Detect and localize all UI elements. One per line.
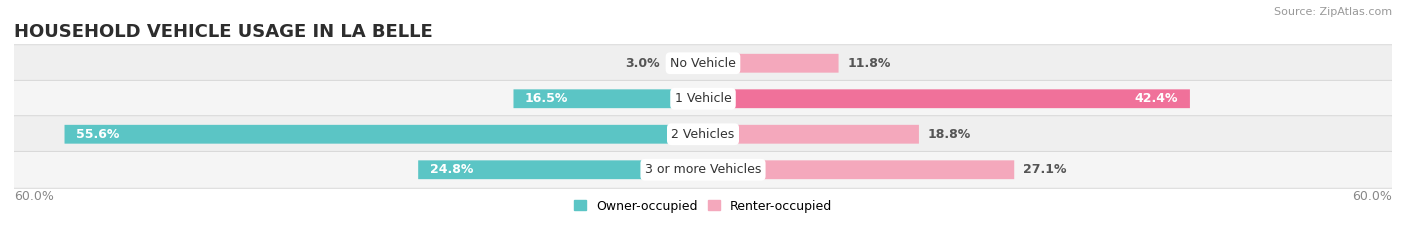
FancyBboxPatch shape xyxy=(14,151,1392,188)
FancyBboxPatch shape xyxy=(703,89,1189,108)
Text: 11.8%: 11.8% xyxy=(848,57,891,70)
Text: HOUSEHOLD VEHICLE USAGE IN LA BELLE: HOUSEHOLD VEHICLE USAGE IN LA BELLE xyxy=(14,23,433,41)
Text: 2 Vehicles: 2 Vehicles xyxy=(672,128,734,141)
Text: No Vehicle: No Vehicle xyxy=(671,57,735,70)
Text: 24.8%: 24.8% xyxy=(430,163,472,176)
Text: 3 or more Vehicles: 3 or more Vehicles xyxy=(645,163,761,176)
Text: 18.8%: 18.8% xyxy=(928,128,972,141)
Text: 27.1%: 27.1% xyxy=(1024,163,1067,176)
Text: 1 Vehicle: 1 Vehicle xyxy=(675,92,731,105)
Legend: Owner-occupied, Renter-occupied: Owner-occupied, Renter-occupied xyxy=(568,195,838,218)
FancyBboxPatch shape xyxy=(668,54,703,73)
Text: 42.4%: 42.4% xyxy=(1135,92,1178,105)
Text: 16.5%: 16.5% xyxy=(524,92,568,105)
FancyBboxPatch shape xyxy=(703,160,1014,179)
FancyBboxPatch shape xyxy=(65,125,703,144)
Text: Source: ZipAtlas.com: Source: ZipAtlas.com xyxy=(1274,7,1392,17)
FancyBboxPatch shape xyxy=(418,160,703,179)
FancyBboxPatch shape xyxy=(703,54,838,73)
FancyBboxPatch shape xyxy=(703,125,920,144)
Text: 60.0%: 60.0% xyxy=(1353,190,1392,203)
FancyBboxPatch shape xyxy=(14,80,1392,117)
Text: 55.6%: 55.6% xyxy=(76,128,120,141)
FancyBboxPatch shape xyxy=(14,116,1392,153)
FancyBboxPatch shape xyxy=(14,45,1392,82)
FancyBboxPatch shape xyxy=(513,89,703,108)
Text: 3.0%: 3.0% xyxy=(624,57,659,70)
Text: 60.0%: 60.0% xyxy=(14,190,53,203)
